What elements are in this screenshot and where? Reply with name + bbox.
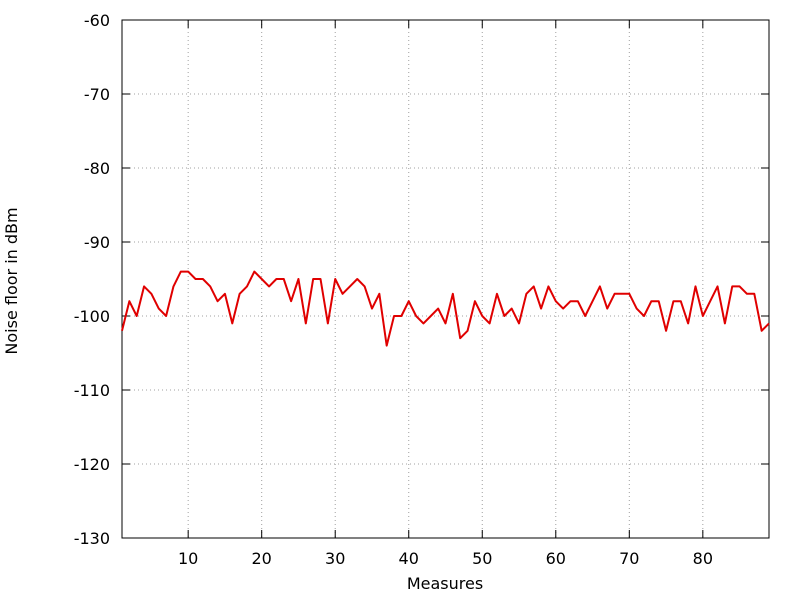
x-tick-label: 20	[252, 549, 272, 568]
y-tick-label: -70	[84, 85, 110, 104]
x-tick-label: 10	[178, 549, 198, 568]
plot-frame	[121, 19, 770, 539]
y-tick-label: -90	[84, 233, 110, 252]
x-tick-label: 30	[325, 549, 345, 568]
y-tick-label: -130	[74, 529, 110, 548]
y-tick-label: -110	[74, 381, 110, 400]
y-axis-label: Noise floor in dBm	[2, 207, 21, 354]
x-axis: 10 20 30 40 50 60 70 80	[178, 20, 713, 568]
x-tick-label: 60	[546, 549, 566, 568]
x-tick-label: 50	[472, 549, 492, 568]
y-tick-label: -120	[74, 455, 110, 474]
y-axis: -60 -70 -80 -90 -100 -110 -120 -130	[74, 11, 769, 548]
y-tick-label: -80	[84, 159, 110, 178]
y-tick-label: -100	[74, 307, 110, 326]
x-tick-label: 70	[619, 549, 639, 568]
series-group	[121, 270, 770, 347]
x-tick-label: 80	[693, 549, 713, 568]
grid	[122, 20, 769, 538]
x-axis-label: Measures	[407, 574, 483, 593]
series-line-0	[121, 270, 770, 347]
y-tick-label: -60	[84, 11, 110, 30]
x-tick-label: 40	[399, 549, 419, 568]
